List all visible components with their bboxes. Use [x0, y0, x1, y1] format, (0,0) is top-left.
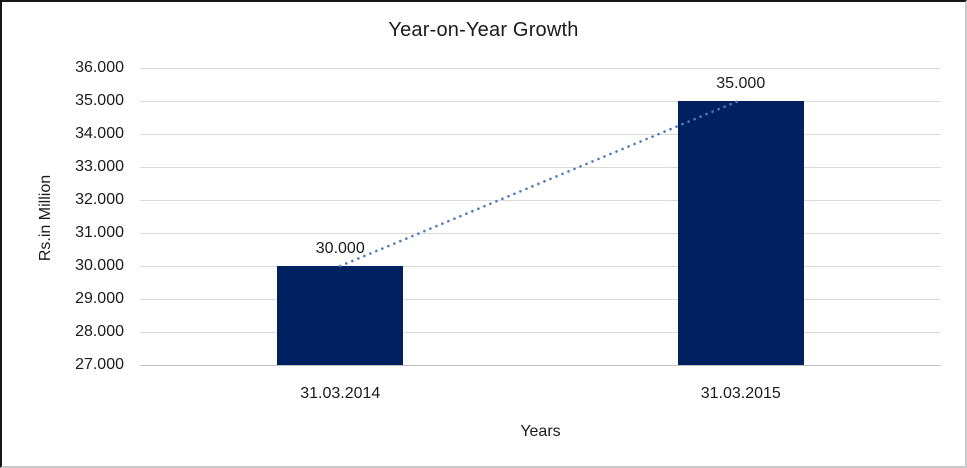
gridline — [140, 134, 941, 135]
data-label: 35.000 — [716, 75, 766, 92]
bar-31.03.2015[interactable] — [677, 101, 804, 365]
gridline — [140, 233, 941, 234]
x-axis-title: Years — [520, 423, 561, 440]
y-tick-label: 34.000 — [75, 125, 124, 142]
y-tick-label: 32.000 — [75, 191, 124, 208]
gridline — [140, 68, 941, 69]
x-axis-line — [140, 365, 941, 366]
gridline — [140, 299, 941, 300]
plot-area: 36.000 35.000 34.000 33.000 32.000 31.000 30.0… — [75, 60, 941, 402]
y-tick-label: 30.000 — [75, 257, 124, 274]
bar-31.03.2014[interactable] — [277, 266, 404, 365]
chart-title: Year-on-Year Growth — [388, 19, 579, 41]
y-tick-label: 29.000 — [75, 290, 124, 307]
y-tick-label: 28.000 — [75, 323, 124, 340]
y-tick-label: 33.000 — [75, 158, 124, 175]
gridline — [140, 266, 941, 267]
y-axis-title: Rs.in Million — [37, 174, 54, 262]
y-tick-label: 36.000 — [75, 59, 124, 76]
y-tick-label: 27.000 — [75, 356, 124, 373]
gridline — [140, 101, 941, 102]
data-label: 30.000 — [315, 240, 365, 257]
gridline — [140, 167, 941, 168]
x-tick-label: 31.03.2015 — [700, 385, 781, 402]
x-tick-label: 31.03.2014 — [300, 385, 381, 402]
gridline — [140, 200, 941, 201]
y-tick-label: 31.000 — [75, 224, 124, 241]
gridline — [140, 332, 941, 333]
y-tick-label: 35.000 — [75, 92, 124, 109]
